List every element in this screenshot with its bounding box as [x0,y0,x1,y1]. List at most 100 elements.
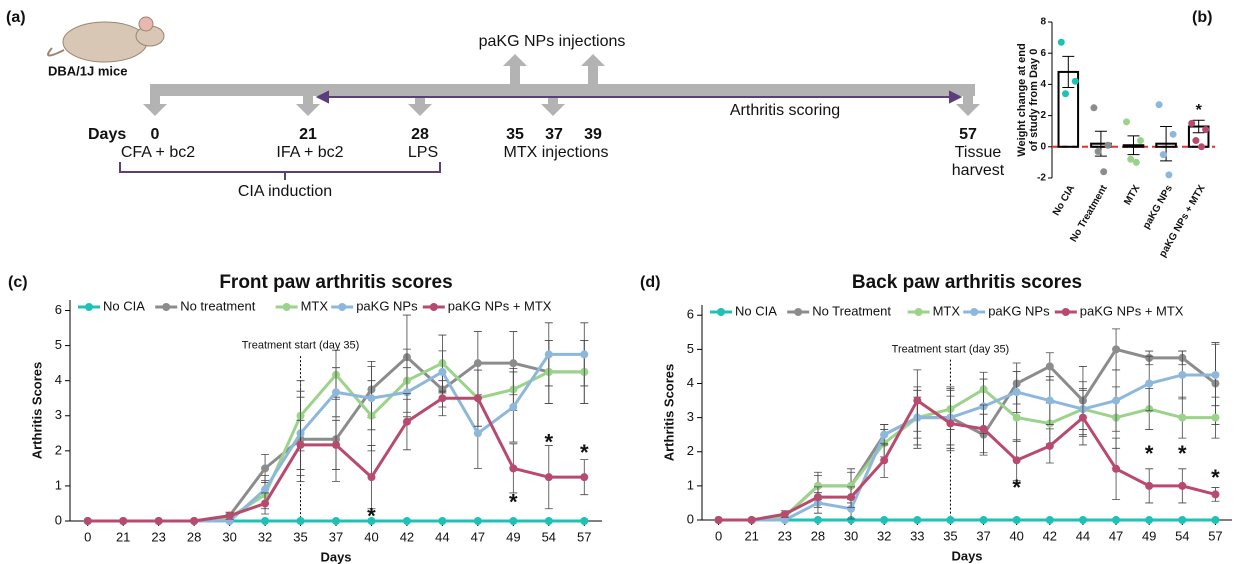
point [1169,130,1177,138]
point [509,464,518,473]
point [1071,77,1079,85]
point [83,517,92,525]
point [580,350,589,359]
point [473,394,482,403]
annotation: * [1012,475,1021,500]
event: LPS [408,144,438,161]
legend-marker [717,308,725,316]
point [509,402,518,411]
legend-marker [1061,308,1070,316]
day: 28 [411,126,429,143]
point [332,517,340,525]
point [544,517,553,525]
legend-label: No CIA [735,303,777,318]
point [1112,516,1121,524]
point [1188,119,1196,127]
x-tick-label: 0 [715,528,722,543]
point [544,473,553,482]
x-tick-label: 30 [844,528,858,543]
point [813,493,822,502]
point [580,473,589,482]
x-tick-label: 42 [400,529,414,544]
legend-label: MTX [301,298,329,313]
y-tick-label: 1 [55,477,62,492]
y-tick-label: 6 [1040,48,1046,59]
legend-label: MTX [933,303,961,318]
x-tick-label: 28 [187,529,201,544]
annotation: * [1145,441,1154,466]
legend-marker [338,303,347,311]
x-tick-label: 23 [778,528,792,543]
point [979,516,988,524]
point [154,517,163,525]
point [438,367,447,376]
panel-label: (d) [640,274,660,291]
panel-label: (a) [6,9,26,26]
annotation: * [545,430,554,455]
point [438,394,447,403]
x-tick-label: 23 [151,529,165,544]
point [1211,370,1220,379]
point [473,517,482,525]
point [1012,388,1021,397]
x-tick-label: 21 [116,529,130,544]
point [1057,38,1065,46]
point [580,517,589,525]
point [1090,104,1098,112]
point [402,417,411,426]
x-tick-label: 33 [910,528,924,543]
legend-marker [429,303,438,311]
point [261,464,270,473]
point [544,350,553,359]
x-tick-label: 37 [976,528,990,543]
annotation: * [1178,441,1187,466]
point [880,516,889,524]
y-tick-label: 4 [1040,79,1046,90]
point [946,419,955,428]
annotation: * [1211,465,1220,490]
x-tick-label: 54 [1175,528,1189,543]
scoring-arrow [315,90,963,104]
x-tick-label: 21 [744,528,758,543]
x-tick-label: 28 [811,528,825,543]
x-axis-label: Days [320,549,351,564]
point [296,517,305,525]
point [1178,481,1187,490]
series-line [718,347,1217,522]
x-tick-label: 47 [1109,528,1123,543]
chart-title: Front paw arthritis scores [219,272,452,293]
point [1159,151,1167,159]
point [296,440,305,449]
point [225,511,234,520]
point [1145,516,1154,524]
y-axis-label: Arthritis Scores [661,364,676,462]
point [747,516,756,524]
point [367,473,376,482]
point [1012,413,1021,422]
point [946,516,955,524]
y-axis-label: of study from Day 0 [1028,49,1040,152]
point [1155,101,1163,109]
y-tick-label: 0 [55,512,62,527]
point [1211,516,1220,524]
point [1045,441,1054,450]
point [190,517,199,525]
series-line [718,373,1216,522]
day: 39 [584,126,602,143]
event: MTX injections [504,144,609,161]
days-label: Days [88,126,126,143]
point [813,516,822,524]
point [473,359,482,368]
scoring-label: Arthritis scoring [730,102,840,119]
point [261,517,270,525]
x-tick-label: 44 [435,529,449,544]
y-tick-label: 4 [687,375,694,390]
y-tick-label: 8 [1040,17,1046,28]
point [1123,118,1130,126]
point [1062,90,1069,98]
point [880,430,889,439]
panel-label: (b) [1192,9,1212,26]
x-tick-label: 35 [293,529,307,544]
point [332,388,340,397]
y-tick-label: 1 [687,477,694,492]
